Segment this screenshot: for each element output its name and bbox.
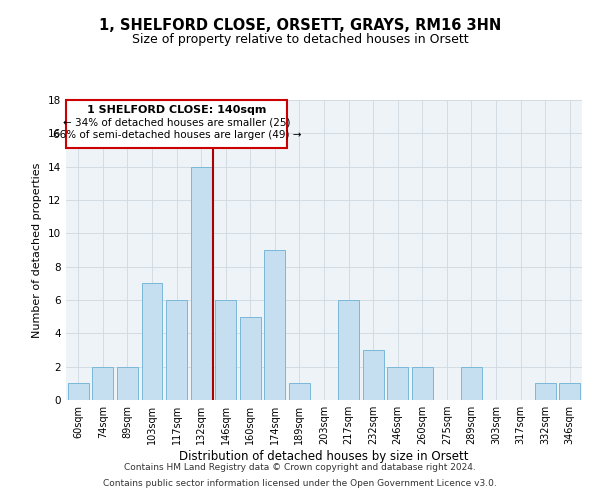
Bar — [338, 300, 359, 400]
Bar — [362, 350, 383, 400]
Bar — [191, 166, 212, 400]
Bar — [559, 384, 580, 400]
Bar — [412, 366, 433, 400]
Text: Contains HM Land Registry data © Crown copyright and database right 2024.: Contains HM Land Registry data © Crown c… — [124, 464, 476, 472]
Bar — [117, 366, 138, 400]
Bar — [92, 366, 113, 400]
Bar — [289, 384, 310, 400]
Bar — [215, 300, 236, 400]
Bar — [387, 366, 408, 400]
Bar — [535, 384, 556, 400]
Y-axis label: Number of detached properties: Number of detached properties — [32, 162, 43, 338]
Bar — [240, 316, 261, 400]
Bar — [142, 284, 163, 400]
Bar — [265, 250, 286, 400]
Bar — [68, 384, 89, 400]
Text: 1 SHELFORD CLOSE: 140sqm: 1 SHELFORD CLOSE: 140sqm — [87, 105, 266, 115]
Text: ← 34% of detached houses are smaller (25): ← 34% of detached houses are smaller (25… — [63, 118, 290, 128]
Text: 66% of semi-detached houses are larger (49) →: 66% of semi-detached houses are larger (… — [53, 130, 301, 140]
FancyBboxPatch shape — [67, 100, 287, 148]
X-axis label: Distribution of detached houses by size in Orsett: Distribution of detached houses by size … — [179, 450, 469, 463]
Text: Size of property relative to detached houses in Orsett: Size of property relative to detached ho… — [131, 32, 469, 46]
Bar — [461, 366, 482, 400]
Text: Contains public sector information licensed under the Open Government Licence v3: Contains public sector information licen… — [103, 478, 497, 488]
Bar — [166, 300, 187, 400]
Text: 1, SHELFORD CLOSE, ORSETT, GRAYS, RM16 3HN: 1, SHELFORD CLOSE, ORSETT, GRAYS, RM16 3… — [99, 18, 501, 32]
